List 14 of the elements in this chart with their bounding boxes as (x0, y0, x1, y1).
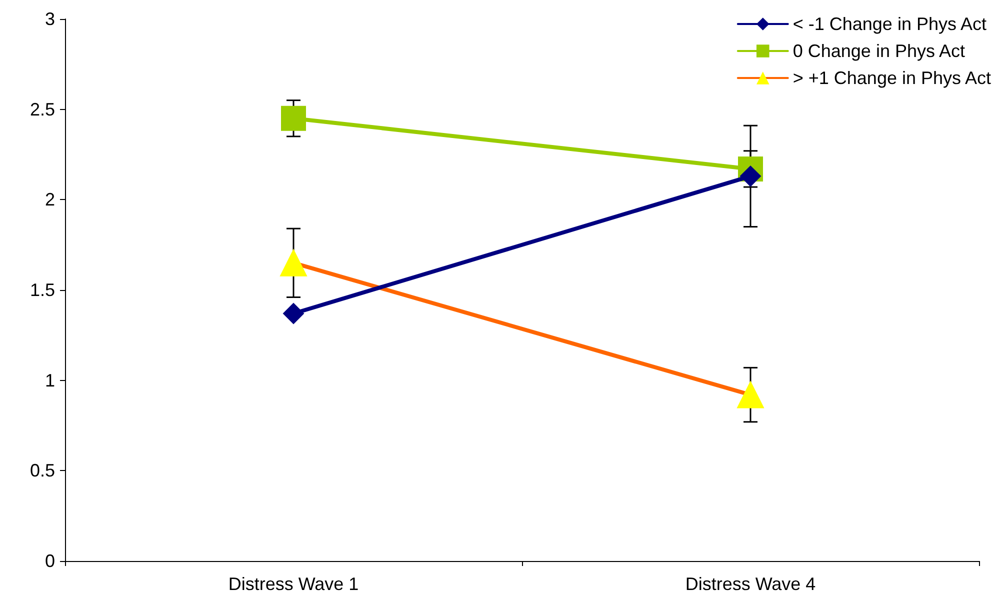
legend-label: < -1 Change in Phys Act (792, 14, 986, 34)
point (281, 106, 306, 131)
x-tick-label: Distress Wave 4 (685, 574, 816, 594)
y-tick-label: 0.5 (30, 460, 55, 481)
legend-label: > +1 Change in Phys Act (792, 68, 992, 88)
y-tick-label: 3 (44, 9, 55, 29)
point (283, 302, 304, 324)
y-tick-label: 2.5 (30, 99, 55, 120)
x-tick-label: Distress Wave 1 (228, 574, 359, 594)
y-tick-label: 1.5 (30, 280, 55, 300)
y-tick-label: 0 (44, 551, 55, 571)
legend-label: 0 Change in Phys Act (792, 41, 965, 61)
y-tick-label: 1 (44, 370, 55, 390)
y-tick-label: 2 (44, 190, 55, 210)
